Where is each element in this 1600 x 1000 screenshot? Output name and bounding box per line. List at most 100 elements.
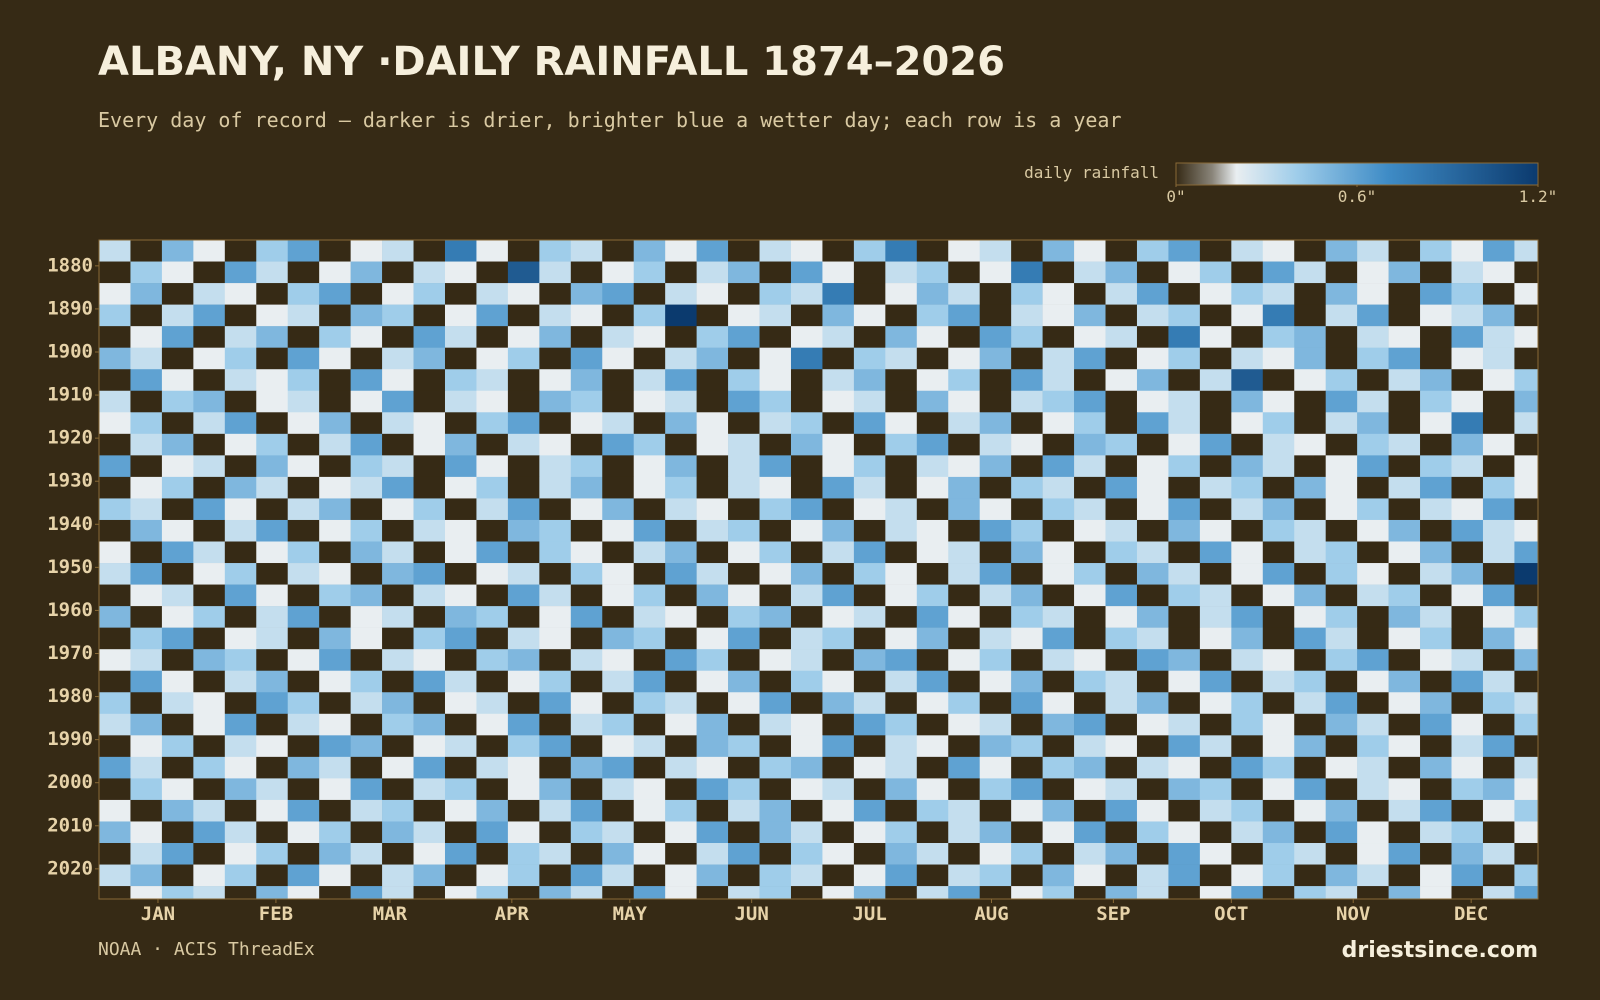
cell bbox=[885, 627, 918, 650]
cell bbox=[99, 670, 131, 693]
cell bbox=[665, 606, 697, 628]
cell bbox=[602, 412, 635, 435]
cell bbox=[979, 864, 1012, 887]
cell bbox=[1451, 735, 1484, 758]
cell bbox=[1262, 692, 1295, 715]
cell bbox=[1011, 584, 1043, 607]
cell bbox=[1199, 261, 1232, 284]
cell bbox=[161, 326, 194, 348]
cell bbox=[1074, 541, 1106, 564]
cell bbox=[539, 455, 572, 478]
cell bbox=[916, 563, 949, 585]
cell bbox=[539, 304, 572, 327]
cell bbox=[224, 390, 257, 413]
cell bbox=[1325, 283, 1358, 305]
cell bbox=[916, 692, 949, 715]
cell bbox=[130, 886, 163, 900]
cell bbox=[853, 692, 886, 715]
cell bbox=[602, 843, 635, 865]
cell bbox=[350, 821, 383, 844]
cell bbox=[1388, 606, 1421, 628]
cell bbox=[665, 283, 697, 305]
cell bbox=[1325, 584, 1358, 607]
cell bbox=[444, 886, 477, 900]
cell bbox=[287, 778, 320, 801]
cell bbox=[476, 240, 509, 262]
cell bbox=[1105, 476, 1138, 499]
cell bbox=[1074, 369, 1106, 392]
cell bbox=[444, 433, 477, 456]
cell bbox=[539, 606, 572, 628]
cell bbox=[1451, 670, 1484, 693]
cell bbox=[1514, 821, 1539, 844]
cell bbox=[224, 455, 257, 478]
cell bbox=[1199, 240, 1232, 262]
cell bbox=[728, 261, 760, 284]
cell bbox=[570, 886, 603, 900]
cell bbox=[1451, 886, 1484, 900]
cell bbox=[1199, 864, 1232, 887]
cell bbox=[979, 326, 1012, 348]
cell bbox=[1168, 541, 1201, 564]
cell bbox=[822, 778, 855, 801]
cell bbox=[1388, 240, 1421, 262]
cell bbox=[979, 821, 1012, 844]
cell bbox=[1231, 584, 1264, 607]
cell bbox=[507, 799, 540, 822]
cell bbox=[1231, 692, 1264, 715]
cell bbox=[539, 476, 572, 499]
cell bbox=[350, 735, 383, 758]
cell bbox=[382, 519, 414, 542]
cell bbox=[382, 627, 414, 650]
cell bbox=[507, 304, 540, 327]
cell bbox=[287, 498, 320, 521]
cell bbox=[161, 864, 194, 887]
cell bbox=[287, 304, 320, 327]
cell bbox=[287, 412, 320, 435]
cell bbox=[665, 304, 697, 327]
cell bbox=[444, 455, 477, 478]
cell bbox=[728, 304, 760, 327]
cell bbox=[1168, 455, 1201, 478]
cell bbox=[1262, 240, 1295, 262]
cell bbox=[256, 412, 289, 435]
cell bbox=[1482, 799, 1515, 822]
cell bbox=[570, 692, 603, 715]
cell bbox=[413, 606, 446, 628]
cell bbox=[1482, 455, 1515, 478]
cell bbox=[99, 886, 131, 900]
cell bbox=[319, 563, 351, 585]
cell bbox=[99, 799, 131, 822]
cell bbox=[790, 692, 823, 715]
cell bbox=[130, 369, 163, 392]
cell bbox=[822, 326, 855, 348]
cell bbox=[539, 283, 572, 305]
cell bbox=[948, 261, 980, 284]
cell bbox=[728, 498, 760, 521]
cell bbox=[916, 369, 949, 392]
cell bbox=[602, 563, 635, 585]
cell bbox=[413, 886, 446, 900]
cell bbox=[1325, 498, 1358, 521]
cell bbox=[1388, 412, 1421, 435]
cell bbox=[130, 713, 163, 736]
cell bbox=[507, 843, 540, 865]
cell bbox=[602, 886, 635, 900]
cell bbox=[287, 563, 320, 585]
cell bbox=[696, 713, 729, 736]
cell bbox=[507, 584, 540, 607]
cell bbox=[1451, 627, 1484, 650]
cell bbox=[413, 584, 446, 607]
cell bbox=[539, 541, 572, 564]
cell bbox=[507, 821, 540, 844]
cell bbox=[1199, 498, 1232, 521]
cell bbox=[1136, 433, 1169, 456]
x-tick-label: MAR bbox=[373, 903, 408, 925]
cell bbox=[633, 756, 666, 779]
cell bbox=[507, 498, 540, 521]
cell bbox=[350, 347, 383, 370]
cell bbox=[1011, 692, 1043, 715]
cell bbox=[444, 563, 477, 585]
cell bbox=[507, 347, 540, 370]
cell bbox=[1074, 649, 1106, 672]
